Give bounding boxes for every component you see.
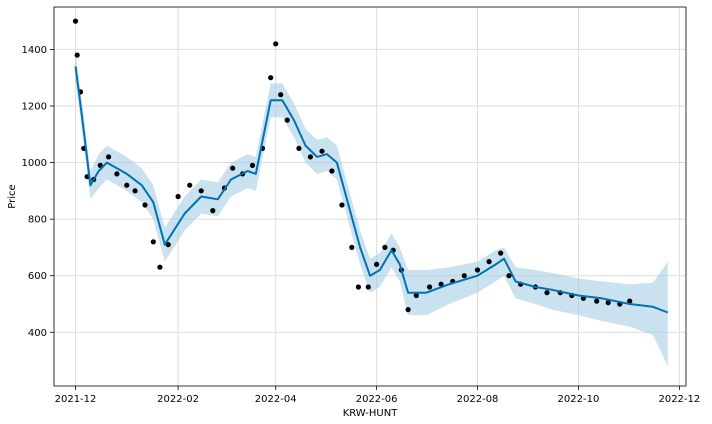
- observed-point: [427, 284, 433, 290]
- observed-point: [273, 41, 279, 47]
- observed-point: [142, 202, 148, 208]
- x-tick-label: 2022-08: [457, 394, 499, 405]
- observed-point: [307, 154, 313, 160]
- y-tick-label: 1200: [22, 101, 47, 112]
- observed-point: [506, 273, 512, 279]
- y-tick-label: 1400: [22, 45, 47, 56]
- x-tick-label: 2022-04: [255, 394, 297, 405]
- y-tick-label: 1000: [22, 158, 47, 169]
- observed-point: [486, 259, 492, 265]
- observed-point: [365, 284, 371, 290]
- y-axis-label: Price: [7, 184, 18, 208]
- observed-point: [157, 264, 163, 270]
- observed-point: [106, 154, 112, 160]
- observed-point: [594, 298, 600, 304]
- observed-point: [114, 171, 120, 177]
- observed-point: [438, 281, 444, 287]
- observed-point: [349, 244, 355, 250]
- x-tick-label: 2021-12: [55, 394, 97, 405]
- observed-point: [319, 148, 325, 154]
- observed-point: [150, 239, 156, 245]
- observed-point: [627, 298, 633, 304]
- plot-area: [54, 7, 686, 386]
- observed-point: [355, 284, 361, 290]
- observed-point: [210, 208, 216, 214]
- observed-point: [132, 188, 138, 194]
- observed-point: [461, 273, 467, 279]
- uncertainty-band: [75, 52, 668, 367]
- y-tick-label: 800: [28, 215, 47, 226]
- observed-point: [284, 117, 290, 123]
- observed-point: [405, 307, 411, 313]
- observed-point: [605, 300, 611, 306]
- observed-point: [413, 292, 419, 299]
- observed-point: [474, 267, 481, 273]
- observed-point: [498, 250, 504, 256]
- observed-point: [175, 193, 181, 200]
- observed-point: [230, 165, 236, 171]
- observed-point: [74, 52, 80, 58]
- x-tick-label: 2022-12: [658, 394, 700, 405]
- y-tick-label: 400: [28, 328, 47, 339]
- x-axis-label: KRW-HUNT: [343, 408, 399, 419]
- observed-point: [198, 188, 204, 194]
- observed-point: [544, 290, 550, 296]
- observed-point: [329, 168, 335, 174]
- observed-point: [72, 18, 79, 24]
- observed-point: [296, 145, 302, 151]
- observed-point: [187, 182, 193, 188]
- observed-point: [339, 202, 345, 208]
- observed-point: [124, 182, 130, 188]
- observed-point: [374, 261, 380, 267]
- observed-point: [278, 92, 284, 98]
- x-tick-label: 2022-06: [356, 394, 398, 405]
- observed-point: [268, 75, 274, 81]
- observed-point: [165, 242, 171, 248]
- observed-point: [382, 244, 388, 250]
- observed-point: [249, 162, 256, 168]
- x-tick-label: 2022-10: [558, 394, 600, 405]
- forecast-line: [74, 66, 669, 314]
- plot-frame: [53, 6, 687, 387]
- x-tick-label: 2022-02: [157, 394, 199, 405]
- y-tick-label: 600: [28, 271, 47, 282]
